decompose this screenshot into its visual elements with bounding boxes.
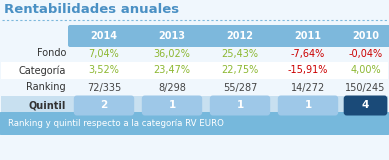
Text: 1: 1	[168, 100, 175, 111]
Text: 1: 1	[237, 100, 244, 111]
FancyBboxPatch shape	[1, 45, 388, 62]
Text: 22,75%: 22,75%	[221, 65, 259, 76]
Text: 4,00%: 4,00%	[350, 65, 381, 76]
Text: -0,04%: -0,04%	[349, 48, 382, 59]
Text: 2011: 2011	[294, 31, 321, 41]
Text: 23,47%: 23,47%	[154, 65, 191, 76]
FancyBboxPatch shape	[68, 25, 389, 47]
Text: -7,64%: -7,64%	[291, 48, 325, 59]
Text: 2010: 2010	[352, 31, 379, 41]
Text: 55/287: 55/287	[223, 83, 257, 92]
Text: 3,52%: 3,52%	[89, 65, 119, 76]
FancyBboxPatch shape	[1, 96, 388, 115]
Text: Fondo: Fondo	[37, 48, 66, 59]
Text: 2: 2	[100, 100, 108, 111]
FancyBboxPatch shape	[74, 96, 134, 116]
FancyBboxPatch shape	[1, 79, 388, 96]
Text: Rentabilidades anuales: Rentabilidades anuales	[4, 3, 179, 16]
Text: Categoría: Categoría	[19, 65, 66, 76]
FancyBboxPatch shape	[278, 96, 338, 116]
Text: 72/335: 72/335	[87, 83, 121, 92]
FancyBboxPatch shape	[1, 62, 388, 79]
Text: 8/298: 8/298	[158, 83, 186, 92]
FancyBboxPatch shape	[210, 96, 270, 116]
Text: 4: 4	[362, 100, 369, 111]
Text: 36,02%: 36,02%	[154, 48, 191, 59]
Text: Ranking y quintil respecto a la categoría RV EURO: Ranking y quintil respecto a la categorí…	[8, 119, 224, 128]
Text: 2012: 2012	[226, 31, 254, 41]
Text: 14/272: 14/272	[291, 83, 325, 92]
Text: -15,91%: -15,91%	[288, 65, 328, 76]
Text: 25,43%: 25,43%	[221, 48, 259, 59]
Text: 1: 1	[304, 100, 312, 111]
Text: 2013: 2013	[158, 31, 186, 41]
Text: 2014: 2014	[91, 31, 117, 41]
Text: 7,04%: 7,04%	[89, 48, 119, 59]
Text: Ranking: Ranking	[26, 83, 66, 92]
FancyBboxPatch shape	[142, 96, 202, 116]
Text: 150/245: 150/245	[345, 83, 385, 92]
FancyBboxPatch shape	[344, 96, 387, 116]
Text: Quintil: Quintil	[29, 100, 66, 111]
FancyBboxPatch shape	[0, 112, 389, 135]
